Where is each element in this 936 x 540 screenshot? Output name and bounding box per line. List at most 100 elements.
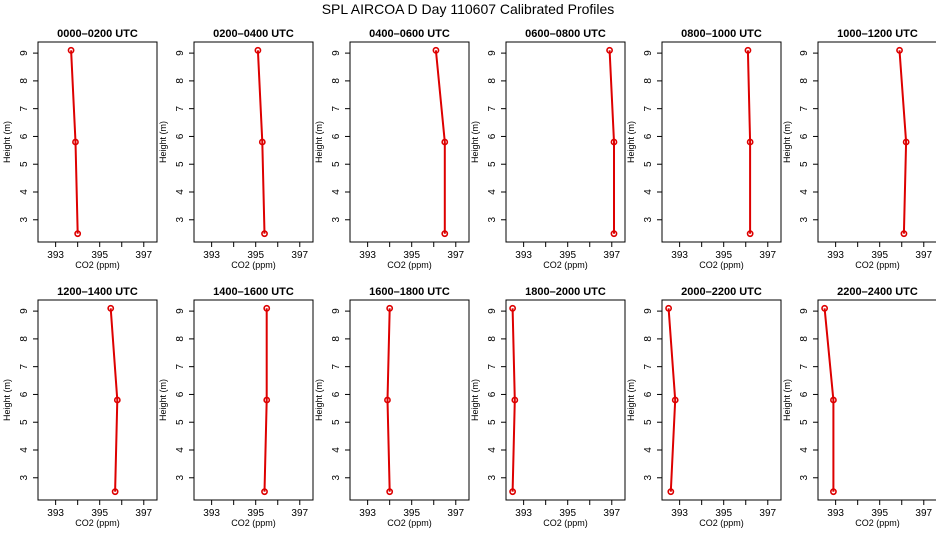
chart-4-ytick-label: 9 (487, 50, 498, 56)
chart-8-frame (193, 299, 314, 501)
chart-8-ytick-label: 3 (175, 475, 186, 481)
chart-10-frame (505, 299, 626, 501)
chart-12-point-3 (830, 488, 837, 496)
chart-5-frame (661, 41, 782, 243)
chart-1-ytick-label: 8 (19, 78, 30, 84)
chart-5-series-line (746, 50, 752, 234)
chart-12-ytick-label: 6 (799, 391, 810, 397)
chart-11-xtick-label: 393 (671, 508, 688, 519)
chart-8-xlabel: CO2 (ppm) (231, 518, 276, 528)
chart-12-frame (817, 299, 936, 501)
chart-9-ylabel: Height (m) (314, 379, 324, 421)
chart-12-ytick-label: 3 (799, 475, 810, 481)
chart-8-point-1 (263, 304, 271, 312)
chart-3-ytick-label: 8 (331, 78, 342, 84)
chart-5-ytick-label: 7 (643, 105, 654, 111)
chart-4-frame (505, 41, 626, 243)
chart-7-point-1 (107, 304, 115, 312)
chart-9-ytick-label: 5 (331, 419, 342, 425)
chart-9-point-1 (386, 304, 394, 312)
chart-9-ytick-label: 7 (331, 363, 342, 369)
chart-10-point-2 (511, 396, 519, 404)
chart-3-panel: 0400–0600 UTC 393 395 397 3 4 5 6 7 8 9 CO2 (ppm) He… (314, 28, 470, 270)
chart-3-ytick-label: 5 (331, 161, 342, 167)
chart-9-xlabel: CO2 (ppm) (387, 518, 432, 528)
chart-9-xtick-label: 393 (359, 508, 376, 519)
chart-6-xtick-label: 393 (827, 250, 844, 261)
chart-9-ytick-label: 6 (331, 391, 342, 397)
chart-9-panel: 1600–1800 UTC 393 395 397 3 4 5 6 7 8 9 CO2 (ppm) He… (314, 286, 470, 528)
chart-4-point-2 (610, 138, 618, 146)
chart-4-panel: 0600–0800 UTC 393 395 397 3 4 5 6 7 8 9 CO2 (ppm) He… (470, 28, 626, 270)
chart-4-point-1 (606, 46, 613, 54)
chart-1-xtick-label: 393 (47, 250, 64, 261)
chart-4-ytick-label: 8 (487, 78, 498, 84)
chart-9-point-2 (384, 396, 391, 404)
chart-3-xlabel: CO2 (ppm) (387, 260, 432, 270)
chart-11-ytick-label: 7 (643, 363, 654, 369)
chart-10-title: 1800–2000 UTC (525, 286, 606, 298)
chart-1-point-1 (67, 46, 75, 54)
chart-2-panel: 0200–0400 UTC 393 395 397 3 4 5 6 7 8 9 CO2 (ppm) He… (158, 28, 314, 270)
chart-12-series-line (823, 308, 835, 492)
chart-3-point-1 (432, 46, 440, 54)
chart-11-xtick-label: 395 (715, 508, 732, 519)
chart-11-xlabel: CO2 (ppm) (699, 518, 744, 528)
chart-4-title: 0600–0800 UTC (525, 28, 606, 40)
chart-4-xtick-label: 397 (603, 250, 620, 261)
chart-1-ytick-label: 7 (19, 105, 30, 111)
chart-11-frame (661, 299, 782, 501)
chart-11-ytick-label: 3 (643, 475, 654, 481)
chart-2-frame (193, 41, 314, 243)
chart-9-xtick-label: 395 (403, 508, 420, 519)
chart-1-ylabel: Height (m) (2, 121, 12, 163)
chart-3-title: 0400–0600 UTC (369, 28, 450, 40)
chart-5-ytick-label: 6 (643, 133, 654, 139)
chart-10-ytick-label: 3 (487, 475, 498, 481)
chart-5-ytick-label: 3 (643, 217, 654, 223)
chart-6-title: 1000–1200 UTC (837, 28, 918, 40)
chart-4-ytick-label: 7 (487, 105, 498, 111)
chart-8-xtick-label: 397 (291, 508, 308, 519)
chart-7-xlabel: CO2 (ppm) (75, 518, 120, 528)
chart-8-ytick-label: 9 (175, 308, 186, 314)
chart-11-ytick-label: 5 (643, 419, 654, 425)
chart-4-xtick-label: 393 (515, 250, 532, 261)
chart-11-ytick-label: 4 (643, 447, 654, 453)
figure-title: SPL AIRCOA D Day 110607 Calibrated Profi… (321, 1, 615, 17)
chart-11-ytick-label: 9 (643, 308, 654, 314)
chart-9-ytick-label: 3 (331, 475, 342, 481)
chart-12-ytick-label: 4 (799, 447, 810, 453)
chart-10-ytick-label: 5 (487, 419, 498, 425)
chart-6-point-1 (896, 46, 903, 54)
chart-1-ytick-label: 9 (19, 50, 30, 56)
chart-10-ytick-label: 6 (487, 391, 498, 397)
chart-6-ytick-label: 9 (799, 50, 810, 56)
chart-6-ytick-label: 3 (799, 217, 810, 223)
chart-7-title: 1200–1400 UTC (57, 286, 138, 298)
chart-2-xtick-label: 397 (291, 250, 308, 261)
chart-1-xtick-label: 395 (91, 250, 108, 261)
chart-7-point-2 (113, 396, 121, 404)
chart-6-ytick-label: 7 (799, 105, 810, 111)
chart-1-series-line (70, 50, 79, 234)
chart-6-ytick-label: 5 (799, 161, 810, 167)
chart-3-xtick-label: 393 (359, 250, 376, 261)
chart-4-ytick-label: 3 (487, 217, 498, 223)
chart-8-xtick-label: 395 (247, 508, 264, 519)
chart-2-ytick-label: 3 (175, 217, 186, 223)
chart-8-ytick-label: 8 (175, 336, 186, 342)
chart-9-title: 1600–1800 UTC (369, 286, 450, 298)
chart-3-ytick-label: 6 (331, 133, 342, 139)
chart-7-ytick-label: 7 (19, 363, 30, 369)
chart-10-point-3 (509, 488, 517, 496)
chart-1-ytick-label: 6 (19, 133, 30, 139)
chart-10-series-line (511, 308, 516, 492)
chart-6-series-line (898, 50, 908, 234)
chart-5-ytick-label: 5 (643, 161, 654, 167)
chart-7-xtick-label: 393 (47, 508, 64, 519)
chart-1-xlabel: CO2 (ppm) (75, 260, 120, 270)
chart-4-xlabel: CO2 (ppm) (543, 260, 588, 270)
chart-10-ytick-label: 8 (487, 336, 498, 342)
chart-3-ylabel: Height (m) (314, 121, 324, 163)
